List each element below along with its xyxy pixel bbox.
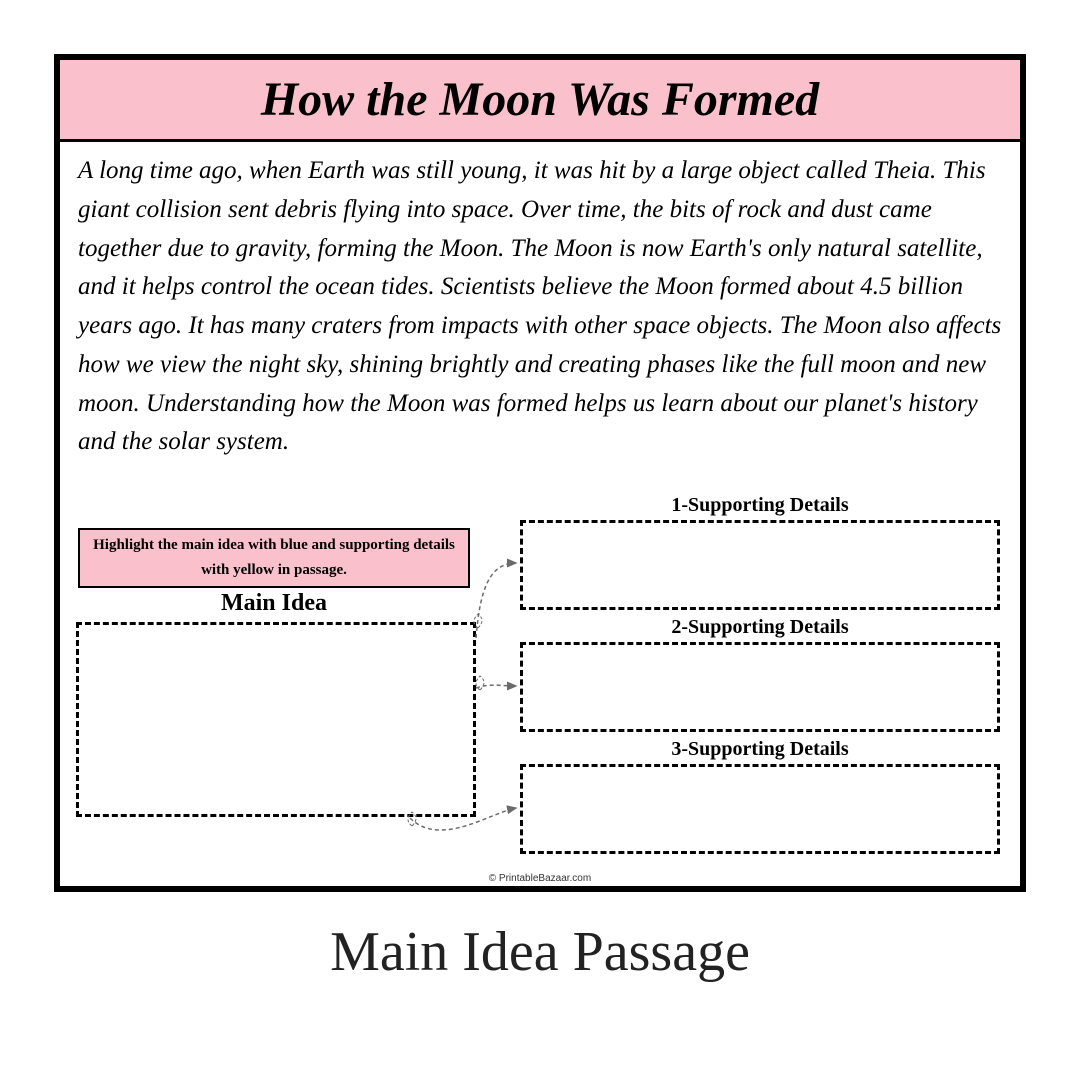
main-idea-label: Main Idea bbox=[78, 590, 470, 617]
worksheet-title: How the Moon Was Formed bbox=[261, 72, 819, 127]
page-caption: Main Idea Passage bbox=[0, 920, 1080, 984]
footer-credit: © PrintableBazaar.com bbox=[60, 873, 1020, 884]
passage-text: A long time ago, when Earth was still yo… bbox=[60, 142, 1020, 468]
supporting-label-1: 1-Supporting Details bbox=[520, 494, 1000, 517]
supporting-box-2[interactable] bbox=[520, 642, 1000, 732]
worksheet-frame: How the Moon Was Formed A long time ago,… bbox=[54, 54, 1026, 892]
supporting-label-3: 3-Supporting Details bbox=[520, 738, 1000, 761]
graphic-organizer: Highlight the main idea with blue and su… bbox=[60, 468, 1020, 888]
supporting-box-1[interactable] bbox=[520, 520, 1000, 610]
title-banner: How the Moon Was Formed bbox=[60, 60, 1020, 142]
supporting-label-2: 2-Supporting Details bbox=[520, 616, 1000, 639]
instruction-box: Highlight the main idea with blue and su… bbox=[78, 528, 470, 588]
main-idea-input-box[interactable] bbox=[76, 622, 476, 817]
supporting-box-3[interactable] bbox=[520, 764, 1000, 854]
